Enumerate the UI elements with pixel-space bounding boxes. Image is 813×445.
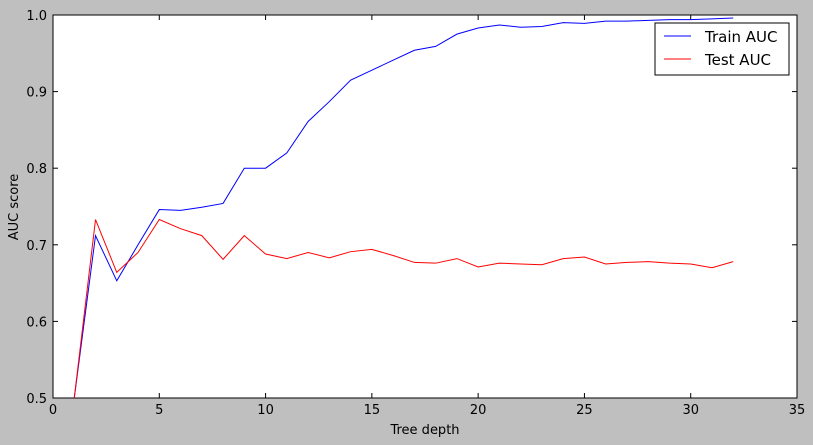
x-axis-label: Tree depth: [389, 423, 459, 438]
y-axis-label: AUC score: [7, 174, 22, 241]
axis-ticks: 0 5 10 15 20 25 30 35 0.5 0.6 0.7 0.8 0.9 1.0: [26, 9, 805, 418]
legend-box: [654, 22, 790, 76]
legend-label: Test AUC: [704, 51, 771, 69]
series-line-train-auc: [73, 17, 734, 399]
x-tick-label: 15: [364, 403, 381, 418]
x-tick-label: 0: [49, 403, 57, 418]
y-tick-label: 1.0: [26, 9, 47, 24]
y-tick-label: 0.9: [26, 86, 47, 101]
x-tick-label: 35: [789, 403, 806, 418]
plot-area: [52, 14, 798, 399]
legend-label: Train AUC: [704, 28, 777, 46]
y-tick-label: 0.6: [26, 315, 47, 330]
x-tick-label: 30: [682, 403, 699, 418]
x-tick-label: 5: [155, 403, 163, 418]
series-lines: [73, 17, 734, 399]
y-tick-label: 0.7: [26, 239, 47, 254]
x-tick-label: 20: [470, 403, 487, 418]
series-line-test-auc: [73, 218, 734, 399]
x-tick-label: 25: [576, 403, 593, 418]
x-tick-label: 10: [257, 403, 274, 418]
y-tick-label: 0.8: [26, 162, 47, 177]
y-tick-label: 0.5: [26, 392, 47, 407]
legend: Train AUC Test AUC: [654, 22, 790, 76]
